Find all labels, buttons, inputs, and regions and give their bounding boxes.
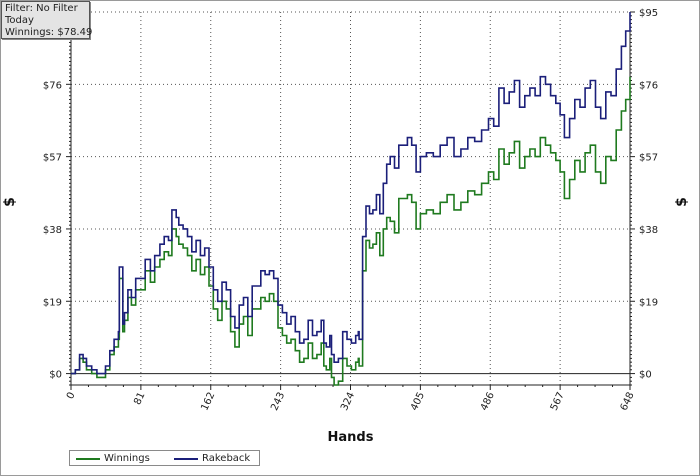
x-tick-label: 243: [269, 391, 287, 413]
series-line-winnings: [71, 76, 631, 386]
legend-swatch-winnings: [76, 457, 100, 460]
filter-text: Filter: No Filter: [5, 3, 78, 14]
series-line-rakeback: [71, 12, 631, 375]
legend-item-rakeback: Rakeback: [174, 452, 250, 465]
y-tick-label-left: $76: [43, 80, 62, 91]
legend-item-winnings: Winnings: [76, 452, 150, 465]
x-tick-label: 81: [132, 391, 147, 407]
y-tick-label-right: $57: [639, 153, 658, 164]
x-tick-label: 324: [339, 391, 357, 413]
x-tick-label: 486: [479, 391, 497, 413]
y-tick-label-left: $19: [43, 297, 62, 308]
period-text: Today: [5, 15, 34, 26]
y-tick-label-right: $19: [639, 297, 658, 308]
y-axis-title-left: $: [2, 197, 18, 207]
y-tick-label-left: $38: [43, 225, 62, 236]
x-tick-label: 0: [65, 391, 78, 401]
filter-info-box: Filter: No Filter Today Winnings: $78.49: [1, 1, 93, 39]
y-axis-title-right: $: [674, 197, 690, 207]
y-tick-label-right: $38: [639, 225, 658, 236]
legend-label-winnings: Winnings: [104, 453, 150, 464]
legend-swatch-rakeback: [174, 457, 198, 460]
x-tick-label: 405: [409, 391, 427, 413]
y-tick-label-right: $0: [639, 370, 652, 381]
y-tick-label-right: $76: [639, 80, 658, 91]
axis-layer: [66, 11, 635, 390]
label-layer: $0$0$19$19$38$38$57$57$76$76$95$95081162…: [2, 8, 690, 445]
legend-label-rakeback: Rakeback: [202, 453, 251, 464]
x-tick-label: 162: [199, 391, 217, 413]
chart-legend: Winnings Rakeback: [69, 450, 260, 466]
y-tick-label-right: $95: [639, 8, 658, 19]
series-layer: [71, 12, 631, 386]
y-tick-label-left: $57: [43, 153, 62, 164]
grid-layer: [71, 11, 630, 385]
winnings-total-text: Winnings: $78.49: [5, 27, 93, 38]
x-tick-label: 567: [549, 391, 567, 413]
x-axis-title: Hands: [328, 430, 374, 445]
y-tick-label-left: $0: [49, 370, 62, 381]
x-tick-label: 648: [619, 391, 637, 413]
